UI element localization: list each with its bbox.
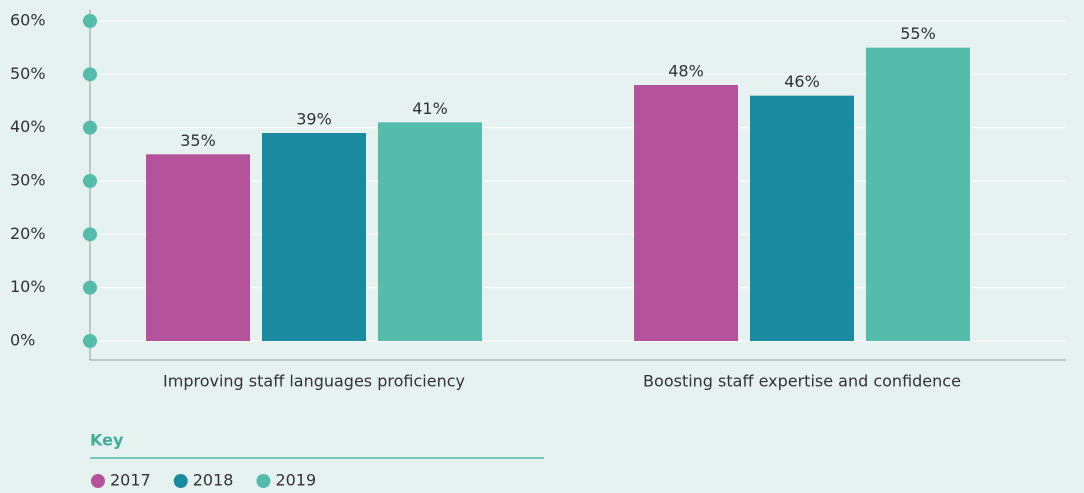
y-tick-label: 10%: [10, 277, 46, 296]
bar: [262, 133, 366, 341]
bar: [378, 122, 482, 341]
legend-swatch: [91, 474, 105, 488]
y-tick-dot: [83, 174, 97, 188]
bar: [146, 154, 250, 341]
x-tick-label: Improving staff languages proficiency: [163, 372, 465, 391]
value-label: 35%: [180, 131, 216, 150]
legend-swatch: [256, 474, 271, 488]
value-label: 39%: [296, 110, 332, 129]
y-tick-dot: [83, 227, 97, 242]
y-tick-label: 0%: [10, 331, 35, 350]
legend-swatch: [173, 474, 188, 488]
y-tick-dot: [83, 334, 97, 348]
y-tick-dot: [83, 67, 97, 82]
bar: [634, 85, 738, 341]
value-label: 48%: [668, 62, 704, 81]
value-label: 41%: [412, 99, 448, 118]
y-tick-dot: [83, 120, 97, 135]
x-tick-label: Boosting staff expertise and confidence: [643, 372, 961, 391]
y-tick-label: 60%: [10, 11, 46, 30]
bar: [750, 95, 854, 342]
bar: [866, 47, 970, 342]
value-label: 46%: [784, 72, 820, 91]
legend-title: Key: [90, 431, 124, 450]
y-tick-dot: [83, 14, 97, 28]
legend-label: 2017: [110, 471, 151, 490]
y-tick-label: 20%: [10, 224, 46, 243]
legend-label: 2018: [193, 471, 234, 490]
y-tick-label: 30%: [10, 171, 46, 190]
legend-label: 2019: [275, 471, 316, 490]
value-label: 55%: [900, 24, 936, 43]
y-tick-dot: [83, 280, 97, 295]
y-tick-label: 50%: [10, 64, 46, 83]
y-tick-label: 40%: [10, 117, 46, 136]
